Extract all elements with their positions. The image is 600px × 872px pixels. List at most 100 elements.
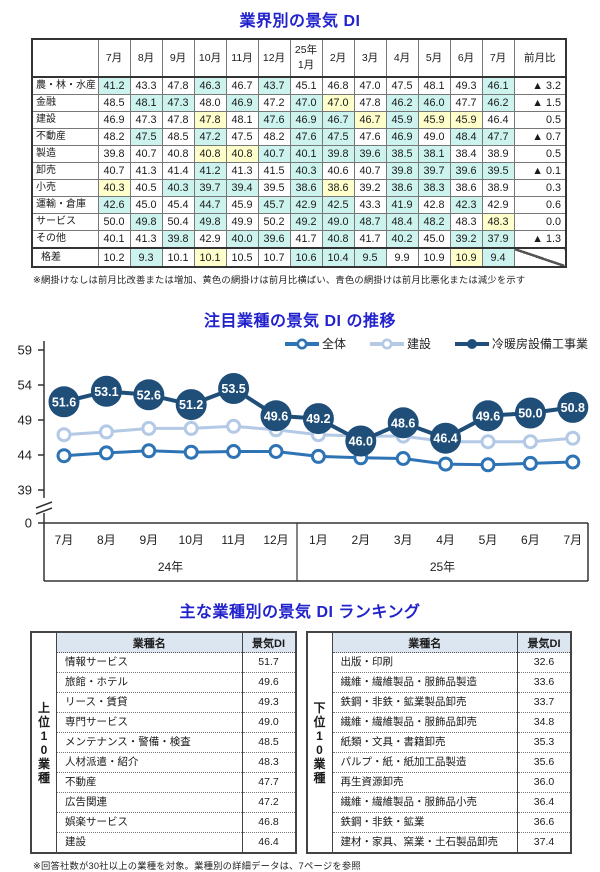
- di-value-cell: 42.9: [289, 196, 323, 214]
- di-value-cell: 43.3: [129, 76, 163, 95]
- di-col-header: 25年 1月: [289, 38, 323, 78]
- legend-ring-icon: [381, 338, 393, 349]
- di-value-cell: 45.9: [225, 196, 259, 214]
- di-value-cell: 38.4: [449, 145, 483, 163]
- di-value-cell: 42.6: [97, 196, 131, 214]
- di-value-cell: 38.6: [321, 179, 355, 197]
- di-value-cell: 47.5: [321, 128, 355, 146]
- data-point-overall: [56, 448, 72, 464]
- data-point-overall: [141, 443, 157, 459]
- di-value-cell: 42.9: [193, 230, 227, 249]
- di-value-cell: 41.9: [385, 196, 419, 214]
- di-value-cell: 40.7: [257, 145, 291, 163]
- ranking-side-label-char: 上: [37, 700, 50, 715]
- di-value-cell: 45.0: [129, 196, 163, 214]
- ranking-side-label-char: 業: [313, 756, 326, 771]
- ranking-side-label-char: 業: [37, 756, 50, 771]
- di-value-cell: 39.7: [417, 162, 451, 180]
- di-value-cell: 48.1: [225, 111, 259, 129]
- di-value-cell: 47.5: [225, 128, 259, 146]
- di-value-cell: 40.5: [129, 179, 163, 197]
- di-row-label: 建設: [31, 111, 99, 129]
- di-value-cell: 39.8: [161, 230, 195, 249]
- di-value-cell: 40.1: [289, 145, 323, 163]
- di-value-cell: 40.7: [129, 145, 163, 163]
- di-value-cell: 40.3: [161, 179, 195, 197]
- di-value-cell: 47.8: [161, 76, 195, 95]
- di-value-cell: 48.0: [193, 94, 227, 112]
- di-value-cell: 40.3: [289, 162, 323, 180]
- legend-marker-overall: [284, 338, 319, 349]
- di-value-cell: 45.0: [417, 230, 451, 249]
- ranking-col-di: 景気DI: [241, 633, 295, 653]
- di-value-cell: 48.4: [449, 128, 483, 146]
- ranking-di-value: 35.3: [517, 732, 570, 753]
- ranking-side-label-char: 種: [313, 770, 326, 785]
- di-value-cell: 10.9: [449, 247, 483, 268]
- di-value-cell: 41.3: [129, 230, 163, 249]
- di-value-cell: 49.3: [449, 76, 483, 95]
- data-point-overall: [183, 444, 199, 460]
- di-col-header: 3月: [353, 38, 387, 78]
- ranking-side-label-char: 0: [316, 742, 323, 757]
- data-point-hvac-installation: [345, 425, 377, 457]
- di-row-label: 金融: [31, 94, 99, 112]
- di-row: 不動産 48.2 47.5 48.5 47.2 47.5 48.2 47.6 47.5 47.6 4…: [31, 128, 567, 146]
- ranking-row: 紙類・文具・書籍卸売 35.3: [332, 732, 570, 753]
- ranking-di-value: 34.8: [517, 712, 570, 733]
- ranking-row: 繊維・繊維製品・服飾品卸売 34.8: [332, 712, 570, 733]
- di-value-cell: 41.5: [257, 162, 291, 180]
- di-value-cell: 38.6: [289, 179, 323, 197]
- di-value-cell: 39.5: [257, 179, 291, 197]
- di-value-cell: 39.8: [385, 162, 419, 180]
- data-point-hvac-installation: [90, 375, 122, 407]
- di-value-cell: 47.3: [129, 111, 163, 129]
- di-mom-cell: 0.0: [513, 213, 567, 231]
- ranking-di-value: 51.7: [241, 652, 295, 673]
- di-row-label: 卸売: [31, 162, 99, 180]
- x-axis-year-label: 24年: [158, 560, 183, 574]
- di-value-cell: 39.5: [481, 162, 515, 180]
- di-value-cell: 47.6: [353, 128, 387, 146]
- di-value-cell: 38.6: [385, 179, 419, 197]
- di-value-cell: 40.6: [321, 162, 355, 180]
- legend-item-overall: 全体: [284, 335, 346, 352]
- legend-item-hvac-installation: 冷暖房設備工事業: [454, 335, 588, 352]
- ranking-industry-name: 情報サービス: [57, 652, 242, 673]
- ranking-row: 出版・印刷 32.6: [332, 652, 570, 673]
- di-value-cell: 47.6: [257, 111, 291, 129]
- data-point-overall: [438, 456, 454, 472]
- di-value-cell: 46.7: [353, 111, 387, 129]
- di-value-cell: 39.7: [193, 179, 227, 197]
- ranking-row: 再生資源卸売 36.0: [332, 772, 570, 793]
- di-row-label: サービス: [31, 213, 99, 231]
- legend-marker-hvac-installation: [454, 338, 489, 349]
- di-value-cell: 39.8: [97, 145, 131, 163]
- ranking-row: 人材派遣・紹介 48.3: [57, 752, 295, 773]
- di-value-cell: 46.1: [481, 76, 515, 95]
- di-value-cell: 47.0: [289, 94, 323, 112]
- di-value-cell: 10.6: [289, 247, 323, 268]
- series-hvac-installation: 51.6 53.1 52.6 51.2 53.5 49.6 49.2 46.0 48.6 46.4…: [48, 373, 589, 457]
- di-value-cell: 41.3: [225, 162, 259, 180]
- di-value-cell: 47.7: [449, 94, 483, 112]
- di-value-cell: 10.1: [193, 247, 227, 268]
- di-value-cell: 46.7: [321, 111, 355, 129]
- legend-label: 全体: [321, 337, 346, 351]
- ranking-row: 繊維・繊維製品・服飾品製造 33.6: [332, 672, 570, 693]
- ranking-industry-name: 専門サービス: [57, 712, 242, 733]
- di-value-cell: 46.8: [321, 76, 355, 95]
- data-label-hvac-installation: 53.5: [221, 382, 245, 396]
- di-value-cell: 41.7: [289, 230, 323, 249]
- data-label-hvac-installation: 51.2: [179, 398, 203, 412]
- ranking-di-value: 47.2: [241, 792, 295, 813]
- ranking-industry-name: 鉄鋼・非鉄・鉱業製品卸売: [332, 692, 518, 713]
- ranking-row: 広告関連 47.2: [57, 792, 295, 813]
- di-value-cell: 47.6: [289, 128, 323, 146]
- ranking-row: 情報サービス 51.7: [57, 652, 295, 673]
- data-label-hvac-installation: 49.6: [264, 409, 288, 423]
- di-value-cell: 46.9: [289, 111, 323, 129]
- ranking-industry-name: 人材派遣・紹介: [57, 752, 242, 773]
- ranking-col-industry: 業種名: [332, 633, 518, 653]
- di-value-cell: 50.4: [161, 213, 195, 231]
